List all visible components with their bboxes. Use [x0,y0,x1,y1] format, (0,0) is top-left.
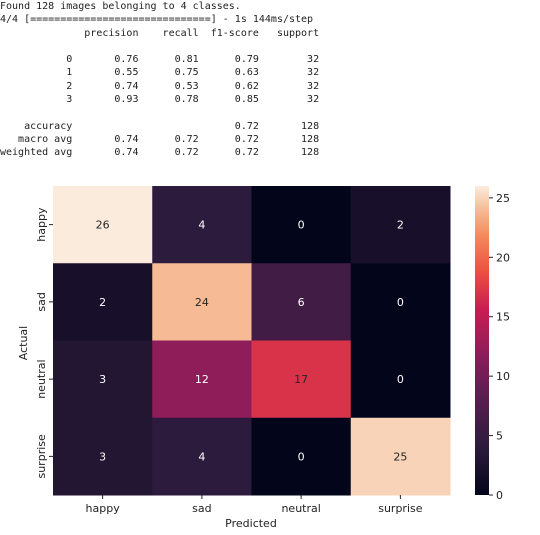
heatmap-cell [350,186,451,264]
heatmap-cell [152,340,252,419]
y-tick-label: neutral [35,359,48,398]
y-axis-label: Actual [17,326,30,360]
colorbar-tick-label: 20 [496,251,510,264]
cell-value-label: 2 [99,296,106,309]
report-line: 1 0.55 0.75 0.63 32 [0,67,320,79]
report-line: macro avg 0.74 0.72 0.72 128 [0,133,320,145]
heatmap-cell [53,417,153,496]
cell-value-label: 2 [397,219,404,232]
heatmap-cell [53,263,153,341]
cell-value-label: 24 [195,296,209,309]
cell-value-label: 4 [198,219,205,232]
heatmap-cell [251,340,352,419]
cell-value-label: 3 [99,373,106,386]
colorbar-tick-label: 0 [496,489,503,502]
y-tick-label: sad [35,292,48,311]
heatmap-cell [251,186,352,264]
report-line [0,40,319,53]
colorbar-tick-label: 25 [496,192,510,205]
heatmap-cell [350,263,451,341]
cell-value-label: 4 [198,450,205,463]
heatmap-cell [251,417,352,496]
x-tick-label: surprise [378,502,423,515]
report-line: weighted avg 0.74 0.72 0.72 128 [0,147,320,159]
report-line [0,106,319,119]
classification-report: Found 128 images belonging to 4 classes.… [0,0,319,160]
colorbar-tick-label: 15 [496,311,510,324]
heatmap-cell [350,340,451,419]
cell-value-label: 3 [99,450,106,463]
cell-value-label: 0 [298,219,305,232]
report-line: 0 0.76 0.81 0.79 32 [0,54,320,66]
cell-value-label: 6 [298,296,305,309]
x-tick-label: sad [192,502,211,515]
cell-value-label: 26 [96,219,110,232]
y-tick-label: surprise [35,434,48,479]
heatmap-cell [53,186,153,264]
heatmap-cell [152,417,252,496]
cell-value-label: 0 [397,296,404,309]
x-axis-label: Predicted [225,517,277,530]
colorbar [475,186,489,495]
report-line: precision recall f1-score support [0,27,320,39]
heatmap-cell [53,340,153,419]
report-line: 3 0.93 0.78 0.85 32 [0,94,320,106]
report-line: 4/4 [==============================] - 1… [0,14,314,26]
cell-value-label: 25 [393,450,407,463]
heatmap-cell [251,263,352,341]
confusion-matrix-heatmap: 26 4 0 2 2 24 6 0 3 12 17 0 3 4 0 25 happy sad neutral sur… [17,186,510,530]
cell-value-label: 12 [195,373,209,386]
report-line: Found 128 images belonging to 4 classes. [0,1,241,12]
report-line: 2 0.74 0.53 0.62 32 [0,80,320,92]
x-tick-label: neutral [281,502,320,515]
cell-value-label: 17 [294,373,308,386]
colorbar-tick-label: 5 [496,430,503,443]
cell-value-label: 0 [397,373,404,386]
x-tick-label: happy [86,502,121,515]
report-line: accuracy 0.72 128 [0,120,320,132]
heatmap-cell [350,417,451,496]
heatmap-cell [152,263,252,341]
colorbar-tick-label: 10 [496,370,510,383]
heatmap-cell [152,186,252,264]
cell-value-label: 0 [298,450,305,463]
y-tick-label: happy [35,207,48,242]
